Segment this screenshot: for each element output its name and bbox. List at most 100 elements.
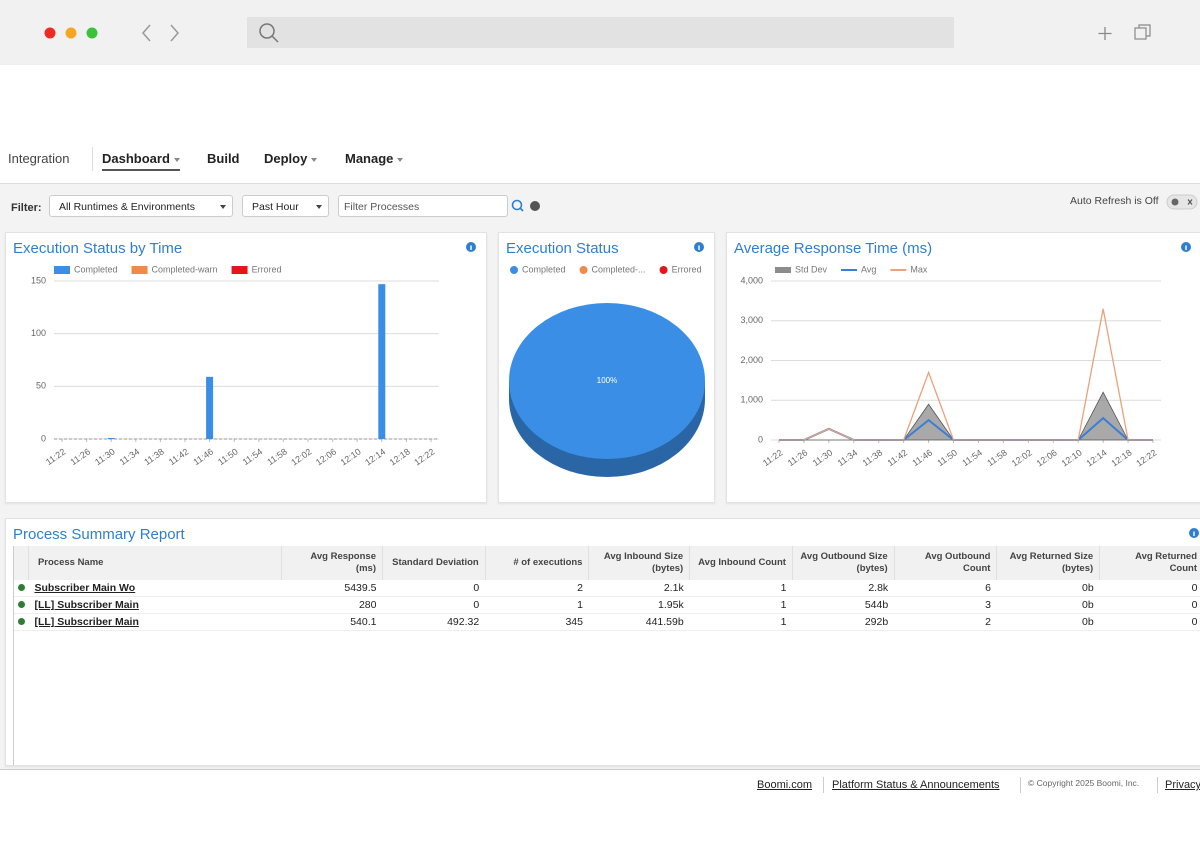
table-cell: 544b (792, 596, 895, 614)
y-tick-label: 1,000 (740, 395, 763, 405)
x-tick-label: 12:02 (289, 446, 313, 467)
status-dot (17, 584, 25, 591)
x-tick-label: 11:50 (935, 447, 959, 468)
process-name[interactable]: [LL] Subscriber Main (28, 596, 282, 614)
footer-link[interactable]: Platform Status & Announcements (832, 779, 1000, 791)
search-icon-handle (271, 35, 279, 43)
column-header: # of executions (485, 546, 590, 580)
column-header: Avg Returned Size (bytes) (996, 546, 1101, 580)
table-cell: 2 (894, 613, 997, 631)
x-tick-label: 12:14 (1084, 447, 1108, 468)
bar (206, 376, 214, 439)
status-dot (17, 601, 25, 608)
nav-divider (92, 147, 93, 171)
status-cell (14, 613, 29, 631)
runtime-select[interactable]: All Runtimes & Environments (49, 195, 233, 217)
table-cell: 1 (485, 596, 589, 614)
table-row: [LL] Subscriber Main 540.1 492.32 345 441.59… (14, 613, 1200, 631)
y-tick-label: 50 (36, 381, 46, 391)
legend-label: Std Dev (795, 264, 828, 274)
x-tick-label: 11:22 (761, 447, 785, 468)
runtime-text: All Runtimes & Environments (59, 201, 195, 213)
period-select[interactable]: Past Hour (242, 195, 329, 217)
new-tab[interactable] (1098, 27, 1112, 40)
legend-label: Completed-warn (152, 264, 218, 274)
table-cell: 2.1k (588, 580, 690, 597)
legend-label: Completed-... (592, 264, 646, 274)
x-tick-label: 11:38 (861, 447, 885, 468)
nav-dashboard[interactable]: Dashboard (102, 151, 180, 171)
table-cell: 0 (1099, 580, 1200, 597)
process-name[interactable]: Subscriber Main Wo (28, 580, 282, 597)
search-icon (259, 23, 275, 39)
report-table-wrap: Process Name Avg Response (ms) Standard De… (13, 546, 1200, 765)
back-arrow[interactable] (142, 24, 151, 42)
browser-controls (44, 17, 1151, 48)
header-row: Process Name Avg Response (ms) Standard De… (14, 546, 1200, 580)
x-tick-label: 12:18 (1109, 447, 1133, 468)
legend-label: Completed (522, 264, 566, 274)
caret (173, 157, 180, 162)
line-chart: Average Response Time (ms) Std Dev Avg Max 0… (734, 240, 1191, 469)
x-tick-label: 11:42 (886, 447, 910, 468)
report-title: Process Summary Report (13, 526, 186, 543)
chart-title: Average Response Time (ms) (734, 240, 932, 257)
nav-build[interactable]: Build (207, 151, 240, 166)
y-tick-label: 2,000 (740, 355, 763, 365)
table-cell: 1.95k (588, 596, 690, 614)
x-tick-label: 12:22 (1134, 447, 1158, 468)
toggle-track (1166, 194, 1198, 210)
x-tick-label: 12:10 (1060, 447, 1084, 468)
filter-actions (511, 199, 540, 212)
tabs-icon[interactable] (1134, 27, 1147, 40)
table-cell: 492.32 (382, 613, 486, 631)
search-button[interactable] (511, 199, 523, 211)
privacy-link[interactable]: Privacy (1165, 779, 1200, 791)
x-tick-label: 12:10 (339, 446, 363, 467)
report-table: Process Name Avg Response (ms) Standard De… (14, 546, 1200, 631)
period-text: Past Hour (252, 201, 299, 213)
minimize-dot[interactable] (65, 27, 77, 39)
table-cell: 5439.5 (281, 580, 383, 597)
nav-manage[interactable]: Manage (345, 151, 404, 166)
legend-swatch (775, 267, 791, 273)
nav-deploy-text: Deploy (264, 151, 308, 166)
process-name[interactable]: [LL] Subscriber Main (28, 613, 282, 631)
footer-link[interactable]: Boomi.com (757, 779, 813, 791)
table-row: [LL] Subscriber Main 280 0 1 1.95k 1 544b 3 0b 0 (14, 596, 1200, 614)
legend-label: Completed (74, 264, 118, 274)
maximize-dot[interactable] (86, 27, 98, 39)
column-header: Avg Outbound Size (bytes) (792, 546, 895, 580)
footer-sep (823, 777, 824, 793)
table-cell: 1 (689, 596, 793, 614)
table-cell: 1 (689, 613, 793, 631)
column-header: Avg Inbound Count (689, 546, 793, 580)
y-tick-label: 150 (31, 275, 46, 285)
column-header: Avg Response (ms) (281, 546, 383, 580)
panel-execution-by-time: Execution Status by Time Completed Complet… (5, 232, 487, 503)
column-header: Avg Inbound Size (bytes) (588, 546, 691, 580)
data-label: 100% (597, 376, 617, 385)
copyright: © Copyright 2025 Boomi, Inc. (1028, 778, 1140, 788)
legend-swatch (231, 266, 248, 274)
clear-button[interactable] (530, 201, 540, 211)
process-filter-input[interactable]: Filter Processes (338, 195, 508, 217)
y-tick-label: 0 (758, 434, 763, 444)
auto-refresh-toggle[interactable] (1166, 194, 1198, 210)
address-bar[interactable] (247, 17, 954, 48)
panel-response-time: Average Response Time (ms) Std Dev Avg Max 0… (726, 232, 1200, 503)
x-tick-label: 11:34 (118, 446, 142, 467)
x-tick-label: 12:06 (1035, 447, 1059, 468)
x-tick-label: 12:22 (412, 446, 436, 467)
legend-dot (659, 266, 668, 274)
status-cell (14, 580, 29, 597)
caret (220, 205, 226, 209)
table-cell: 0 (382, 580, 486, 597)
footer-sep (1020, 777, 1021, 793)
x-tick-label: 12:02 (1010, 447, 1034, 468)
forward-arrow[interactable] (170, 24, 179, 42)
nav-deploy[interactable]: Deploy (264, 151, 318, 166)
x-tick-label: 11:46 (910, 447, 934, 468)
close-dot[interactable] (44, 27, 56, 39)
nav-integration[interactable]: Integration (8, 151, 70, 166)
